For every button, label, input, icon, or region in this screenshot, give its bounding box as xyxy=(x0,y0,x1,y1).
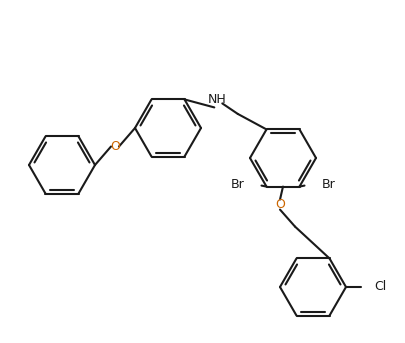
Text: O: O xyxy=(275,198,285,211)
Text: Br: Br xyxy=(231,178,245,191)
Text: NH: NH xyxy=(208,93,227,106)
Text: O: O xyxy=(110,140,120,153)
Text: Br: Br xyxy=(322,178,335,191)
Text: Cl: Cl xyxy=(374,281,386,294)
